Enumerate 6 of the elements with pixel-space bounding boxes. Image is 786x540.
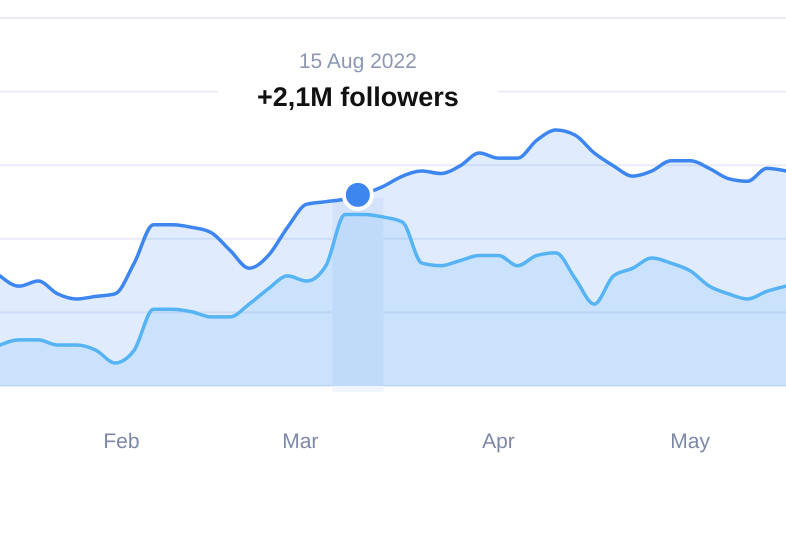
x-tick-label: Mar — [282, 430, 318, 453]
text: +2,1M followers — [256, 82, 459, 112]
text: 15 Aug 2022 — [298, 50, 417, 73]
x-tick-label: May — [670, 430, 710, 453]
x-tick-label: Feb — [103, 430, 140, 453]
x-tick-label: Apr — [482, 430, 515, 453]
